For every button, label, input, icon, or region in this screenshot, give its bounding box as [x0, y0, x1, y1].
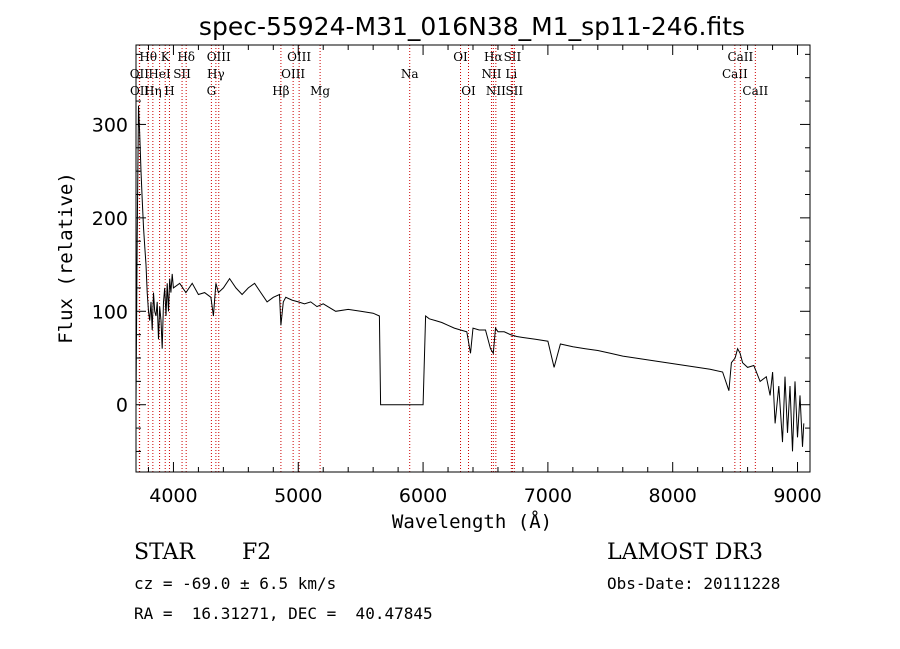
x-tick-label-3: 7000 — [524, 485, 572, 507]
line-label-0: OII — [130, 67, 150, 81]
line-label-6: H — [164, 84, 174, 98]
line-label-21: NII — [486, 84, 506, 98]
line-label-3: Hη — [144, 84, 162, 98]
y-axis-ticks: 0 100 200 300 — [92, 53, 810, 452]
x-tick-label-1: 5000 — [274, 485, 322, 507]
line-label-26: CaII — [727, 50, 753, 64]
line-label-17: OI — [453, 50, 468, 64]
line-label-11: OIII — [207, 50, 231, 64]
line-label-14: OIII — [287, 50, 311, 64]
x-tick-label-4: 8000 — [649, 485, 697, 507]
line-label-12: Hβ — [272, 84, 289, 98]
line-label-16: Na — [401, 67, 419, 81]
spectrum-line — [135, 105, 805, 452]
line-label-27: CaII — [742, 84, 768, 98]
survey-name: LAMOST DR3 — [607, 540, 763, 565]
line-label-13: OIII — [281, 67, 305, 81]
line-label-2: Hθ — [139, 50, 157, 64]
line-label-19: NII — [481, 67, 501, 81]
line-label-8: Hδ — [177, 50, 195, 64]
y-axis-label: Flux (relative) — [55, 172, 77, 344]
line-label-7: SII — [173, 67, 191, 81]
line-label-18: OI — [461, 84, 476, 98]
object-class: STAR — [134, 540, 195, 565]
line-label-20: Hα — [484, 50, 503, 64]
line-label-1: OII — [130, 84, 150, 98]
line-label-5: K — [161, 50, 171, 64]
x-axis-label: Wavelength (Å) — [392, 510, 552, 533]
line-label-24: SII — [505, 84, 523, 98]
ra-dec-coordinates: RA = 16.31271, DEC = 40.47845 — [134, 604, 433, 623]
spectral-line-markers: OII OII Hθ Hη HeI K H SII Hδ G Hγ OIII Hβ OIII OIII Mg N… — [130, 45, 768, 472]
redshift-cz: cz = -69.0 ± 6.5 km/s — [134, 574, 337, 593]
y-tick-label-0: 0 — [116, 395, 128, 417]
chart-title: spec-55924-M31_016N38_M1_sp11-246.fits — [199, 12, 745, 41]
line-label-22: Li — [505, 67, 517, 81]
x-tick-label-5: 9000 — [773, 485, 821, 507]
line-label-25: CaII — [722, 67, 748, 81]
object-subclass: F2 — [242, 540, 272, 565]
x-tick-label-0: 4000 — [149, 485, 197, 507]
y-tick-label-2: 200 — [92, 208, 128, 230]
y-tick-label-3: 300 — [92, 114, 128, 136]
y-tick-label-1: 100 — [92, 301, 128, 323]
x-axis-ticks: 4000 5000 6000 7000 8000 9000 — [147, 45, 822, 507]
line-label-15: Mg — [310, 84, 330, 98]
x-tick-label-2: 6000 — [399, 485, 447, 507]
plot-frame — [135, 44, 811, 473]
observation-date: Obs-Date: 20111228 — [607, 574, 781, 593]
line-label-4: HeI — [148, 67, 171, 81]
line-label-23: SII — [504, 50, 522, 64]
line-label-10: Hγ — [207, 67, 225, 81]
line-label-9: G — [207, 84, 217, 98]
